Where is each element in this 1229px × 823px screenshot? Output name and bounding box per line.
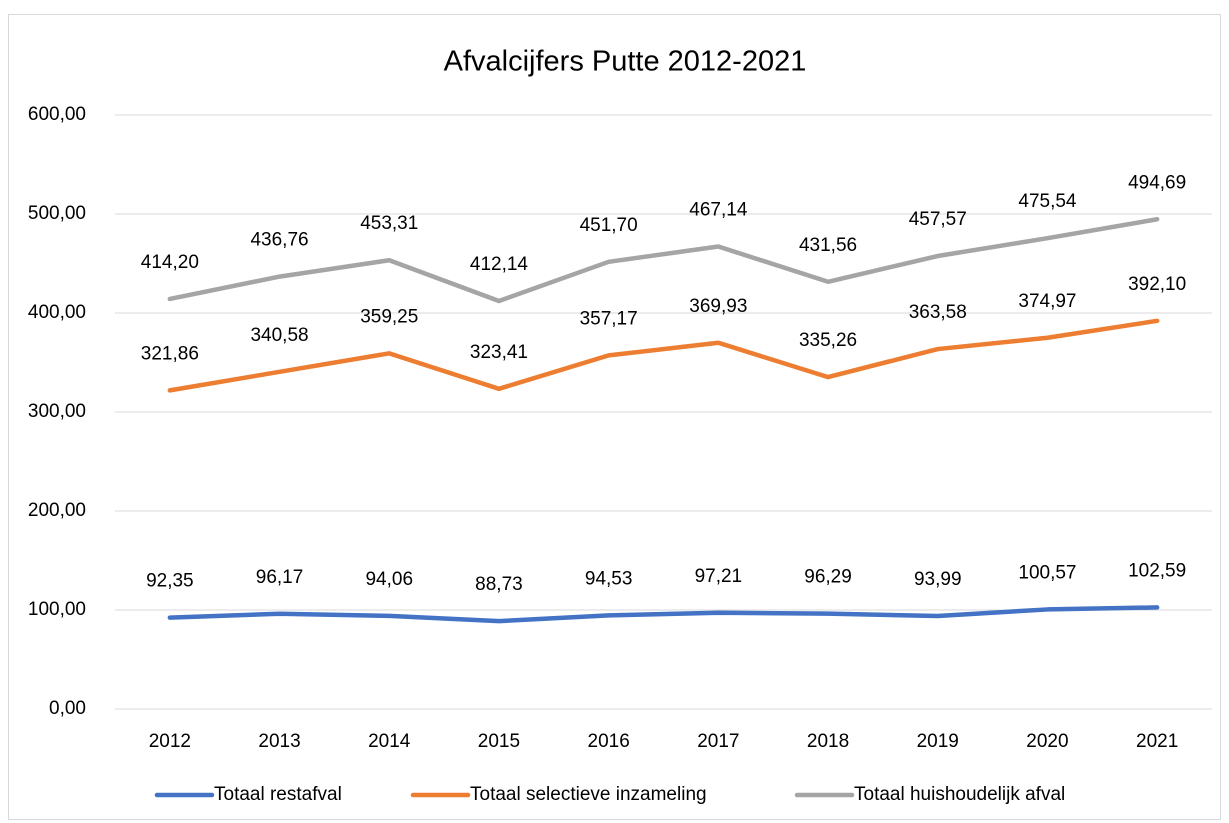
chart-border — [8, 14, 1221, 820]
data-label: 363,58 — [909, 302, 967, 323]
data-label: 414,20 — [141, 252, 199, 273]
legend-label: Totaal restafval — [214, 784, 342, 805]
data-label: 359,25 — [360, 306, 418, 327]
y-tick-label: 600,00 — [28, 104, 86, 125]
x-tick-label: 2021 — [1136, 731, 1178, 752]
data-label: 335,26 — [799, 330, 857, 351]
data-label: 457,57 — [909, 209, 967, 230]
data-label: 321,86 — [141, 343, 199, 364]
line-series — [167, 605, 1160, 624]
y-tick-label: 200,00 — [28, 500, 86, 521]
data-label: 451,70 — [580, 215, 638, 236]
legend-label: Totaal selectieve inzameling — [470, 784, 707, 805]
data-label: 431,56 — [799, 235, 857, 256]
x-tick-label: 2017 — [697, 731, 739, 752]
data-label: 453,31 — [360, 213, 418, 234]
y-tick-label: 100,00 — [28, 599, 86, 620]
data-label: 93,99 — [914, 569, 962, 590]
x-tick-label: 2020 — [1026, 731, 1068, 752]
data-label: 94,53 — [585, 568, 633, 589]
x-tick-label: 2015 — [478, 731, 520, 752]
line-series — [167, 217, 1160, 304]
data-label: 97,21 — [695, 566, 743, 587]
data-label: 88,73 — [475, 574, 523, 595]
chart-title: Afvalcijfers Putte 2012-2021 — [444, 46, 807, 78]
x-tick-label: 2016 — [588, 731, 630, 752]
data-label: 369,93 — [689, 296, 747, 317]
x-tick-label: 2019 — [917, 731, 959, 752]
legend-label: Totaal huishoudelijk afval — [854, 784, 1065, 805]
data-label: 412,14 — [470, 254, 529, 275]
data-label: 436,76 — [250, 230, 308, 251]
x-tick-label: 2012 — [149, 731, 191, 752]
x-tick-label: 2013 — [258, 731, 300, 752]
data-label: 494,69 — [1128, 172, 1186, 193]
y-tick-label: 500,00 — [28, 203, 86, 224]
data-label: 475,54 — [1018, 191, 1077, 212]
data-label: 467,14 — [689, 200, 748, 221]
line-series — [167, 318, 1160, 393]
data-label: 323,41 — [470, 342, 528, 363]
data-label: 92,35 — [146, 571, 194, 592]
x-tick-label: 2018 — [807, 731, 849, 752]
data-label: 374,97 — [1018, 291, 1076, 312]
data-label: 100,57 — [1018, 562, 1076, 583]
data-label: 94,06 — [365, 569, 413, 590]
y-tick-label: 400,00 — [28, 302, 86, 323]
data-label: 357,17 — [580, 308, 638, 329]
data-label: 392,10 — [1128, 274, 1186, 295]
x-tick-label: 2014 — [368, 731, 411, 752]
y-tick-label: 300,00 — [28, 401, 86, 422]
data-label: 102,59 — [1128, 560, 1186, 581]
data-label: 340,58 — [250, 325, 308, 346]
data-label: 96,29 — [804, 567, 852, 588]
y-tick-label: 0,00 — [49, 698, 86, 719]
data-label: 96,17 — [256, 567, 304, 588]
